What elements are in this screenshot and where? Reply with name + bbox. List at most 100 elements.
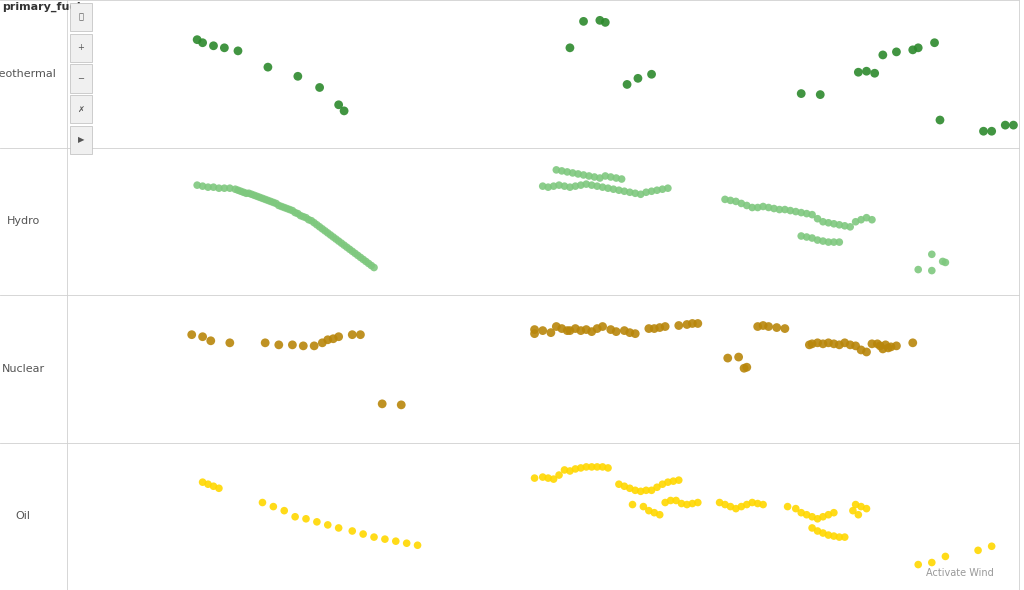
Point xyxy=(562,182,579,192)
Point xyxy=(276,203,293,212)
Text: primary_fuel: primary_fuel xyxy=(2,2,81,12)
Point xyxy=(388,536,404,546)
Point xyxy=(858,504,874,513)
FancyBboxPatch shape xyxy=(70,126,92,154)
Point xyxy=(970,546,986,555)
Point xyxy=(837,221,853,231)
Point xyxy=(265,198,282,207)
Point xyxy=(618,80,635,89)
Point xyxy=(646,508,663,517)
Point xyxy=(738,201,755,210)
Point xyxy=(809,338,825,348)
Point xyxy=(349,251,366,260)
Point xyxy=(331,523,347,533)
Point xyxy=(761,322,777,331)
Point xyxy=(858,348,874,357)
Point xyxy=(357,257,374,266)
Point xyxy=(244,189,260,199)
Point xyxy=(535,182,551,191)
Point xyxy=(366,263,382,272)
Text: −: − xyxy=(78,74,84,83)
Point xyxy=(205,182,221,192)
Point xyxy=(871,341,888,350)
Text: ✗: ✗ xyxy=(78,104,84,114)
Point xyxy=(793,231,809,241)
Point xyxy=(654,185,671,194)
Point xyxy=(804,512,820,522)
Point xyxy=(858,67,874,76)
FancyBboxPatch shape xyxy=(70,64,92,93)
Point xyxy=(616,481,633,491)
Point xyxy=(575,171,592,180)
Point xyxy=(616,186,633,196)
Point xyxy=(622,328,638,337)
Point xyxy=(564,168,581,178)
Point xyxy=(377,535,393,544)
Point xyxy=(910,560,927,569)
Point xyxy=(221,183,238,193)
Point xyxy=(355,255,372,264)
Point xyxy=(935,257,951,266)
Text: Hydro: Hydro xyxy=(7,217,40,226)
Point xyxy=(592,173,608,183)
Point xyxy=(910,265,927,274)
Point xyxy=(997,120,1014,130)
Point xyxy=(572,463,589,473)
Point xyxy=(937,258,953,267)
Point xyxy=(804,523,820,533)
Point xyxy=(393,400,410,409)
Point xyxy=(254,498,270,507)
Point xyxy=(592,15,608,25)
Point xyxy=(195,332,211,342)
Point xyxy=(755,321,771,330)
Point xyxy=(195,477,211,487)
Point xyxy=(809,235,825,245)
Point xyxy=(336,106,352,116)
Point xyxy=(293,211,309,221)
Point xyxy=(608,327,625,336)
Point xyxy=(738,362,755,372)
Point xyxy=(287,208,303,217)
Point xyxy=(410,540,426,550)
Point xyxy=(793,508,809,517)
Point xyxy=(825,339,842,349)
Point xyxy=(339,242,355,252)
Point xyxy=(744,203,761,212)
Point xyxy=(651,510,668,519)
Point xyxy=(668,496,684,505)
Point xyxy=(684,319,700,328)
Point xyxy=(200,182,216,192)
Point xyxy=(344,330,360,339)
Point xyxy=(227,185,244,194)
Point xyxy=(815,512,831,522)
Point xyxy=(221,338,238,348)
Text: Nuclear: Nuclear xyxy=(2,364,45,373)
Point xyxy=(594,182,610,192)
Point xyxy=(546,182,562,191)
Point xyxy=(526,329,543,339)
Point xyxy=(183,330,200,339)
Point xyxy=(203,336,219,346)
Point xyxy=(799,209,815,218)
Text: Oil: Oil xyxy=(15,512,31,521)
Point xyxy=(638,486,654,495)
Point xyxy=(630,74,646,83)
Point xyxy=(308,517,325,526)
Point xyxy=(888,341,904,350)
Point xyxy=(663,496,679,505)
Point xyxy=(331,100,347,110)
Point xyxy=(848,217,864,227)
Point xyxy=(736,363,753,373)
Point xyxy=(880,343,896,353)
Point xyxy=(804,210,820,219)
Point xyxy=(189,181,206,190)
Point xyxy=(787,504,804,513)
FancyBboxPatch shape xyxy=(70,95,92,123)
Point xyxy=(674,499,690,508)
Point xyxy=(733,199,750,208)
Point xyxy=(366,532,382,542)
Point xyxy=(229,46,246,55)
Point xyxy=(878,340,894,349)
Point xyxy=(570,169,587,179)
Point xyxy=(216,183,232,193)
